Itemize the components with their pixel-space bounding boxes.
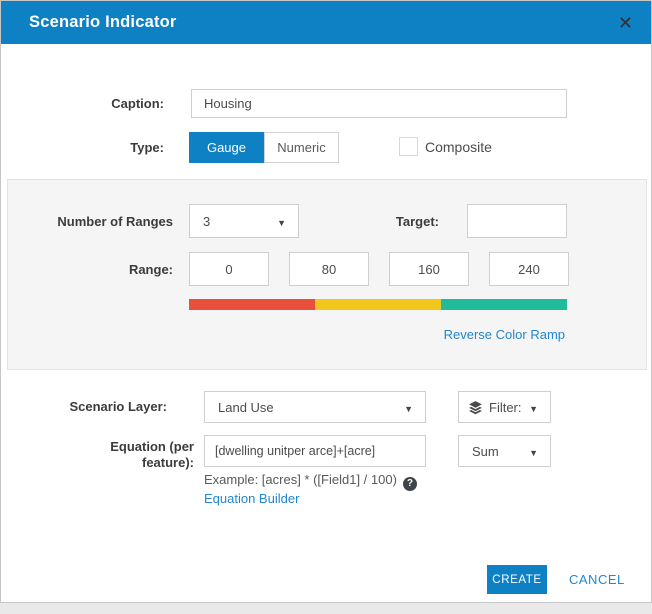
close-icon[interactable]: ✕ bbox=[617, 12, 633, 33]
caption-label: Caption: bbox=[111, 96, 164, 111]
dialog-title: Scenario Indicator bbox=[29, 13, 177, 31]
color-ramp bbox=[189, 299, 567, 310]
equation-builder-link[interactable]: Equation Builder bbox=[204, 491, 300, 506]
number-of-ranges-label: Number of Ranges bbox=[57, 214, 173, 229]
aggregation-dropdown[interactable]: Sum bbox=[458, 435, 551, 467]
caption-input[interactable] bbox=[191, 89, 567, 118]
type-numeric-button[interactable]: Numeric bbox=[264, 132, 339, 163]
type-gauge-button[interactable]: Gauge bbox=[189, 132, 264, 163]
chevron-down-icon bbox=[277, 214, 298, 229]
range-label: Range: bbox=[128, 262, 173, 277]
range-input-4[interactable] bbox=[489, 252, 569, 286]
number-of-ranges-dropdown[interactable]: 3 bbox=[189, 204, 299, 238]
scenario-layer-label: Scenario Layer: bbox=[69, 399, 167, 414]
ramp-segment-green bbox=[441, 299, 567, 310]
range-input-3[interactable] bbox=[389, 252, 469, 286]
chevron-down-icon bbox=[529, 400, 550, 415]
type-label: Type: bbox=[130, 140, 164, 155]
target-label: Target: bbox=[395, 214, 439, 229]
create-button[interactable]: CREATE bbox=[487, 565, 547, 594]
chevron-down-icon bbox=[529, 444, 550, 459]
chevron-down-icon bbox=[404, 400, 425, 415]
dialog-header: Scenario Indicator ✕ bbox=[1, 1, 651, 44]
help-icon[interactable]: ? bbox=[402, 476, 417, 491]
ramp-segment-red bbox=[189, 299, 315, 310]
range-input-2[interactable] bbox=[289, 252, 369, 286]
equation-example-text: Example: [acres] * ([Field1] / 100) bbox=[204, 472, 397, 487]
target-input[interactable] bbox=[467, 204, 567, 238]
scenario-layer-dropdown[interactable]: Land Use bbox=[204, 391, 426, 423]
composite-checkbox[interactable] bbox=[399, 137, 418, 156]
equation-label: Equation (per feature): bbox=[110, 439, 194, 470]
equation-input[interactable] bbox=[204, 435, 426, 467]
filter-dropdown[interactable]: Filter: bbox=[458, 391, 551, 423]
range-input-1[interactable] bbox=[189, 252, 269, 286]
ramp-segment-yellow bbox=[315, 299, 441, 310]
cancel-button[interactable]: CANCEL bbox=[569, 572, 625, 587]
reverse-color-ramp-link[interactable]: Reverse Color Ramp bbox=[443, 327, 565, 342]
layers-icon bbox=[468, 400, 483, 415]
aggregation-value: Sum bbox=[472, 443, 499, 459]
scenario-layer-value: Land Use bbox=[218, 399, 274, 415]
filter-label: Filter: bbox=[489, 399, 522, 415]
composite-label: Composite bbox=[425, 139, 492, 155]
equation-example: Example: [acres] * ([Field1] / 100)? bbox=[204, 472, 417, 491]
number-of-ranges-value: 3 bbox=[203, 213, 211, 229]
